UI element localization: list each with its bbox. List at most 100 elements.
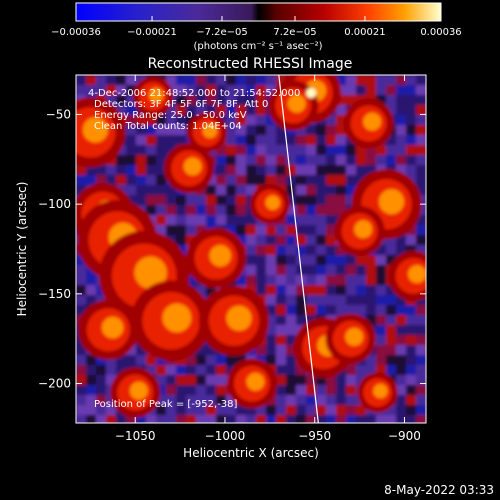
image-area [76, 75, 426, 423]
map-cell [296, 305, 307, 316]
map-cell [266, 245, 277, 256]
y-tick-label: −150 [38, 287, 71, 301]
map-cell [306, 255, 317, 266]
map-cell [346, 415, 357, 423]
map-cell [276, 385, 287, 396]
map-cell [236, 405, 247, 416]
map-cell [416, 165, 426, 176]
solar-limb-line [278, 75, 319, 423]
map-cell [176, 365, 187, 376]
map-cell [386, 355, 397, 366]
map-cell [386, 325, 397, 336]
map-cell [96, 365, 107, 376]
map-cell [96, 175, 107, 186]
map-cell [346, 175, 357, 186]
colorbar-tick-label: 7.2e−05 [273, 27, 316, 38]
map-cell [206, 405, 217, 416]
hot-region-core [363, 112, 382, 131]
map-cell [316, 215, 327, 226]
map-cell [216, 155, 227, 166]
map-cell [96, 395, 107, 406]
map-cell [76, 255, 87, 266]
map-cell [166, 205, 177, 216]
y-tick-label: −200 [38, 377, 71, 391]
map-cell [156, 115, 167, 126]
map-cell [326, 135, 337, 146]
map-cell [156, 135, 167, 146]
map-cell [256, 225, 267, 236]
map-cell [176, 105, 187, 116]
map-cell [206, 75, 217, 86]
hot-region-core [345, 327, 364, 346]
map-cell [346, 305, 357, 316]
map-cell [416, 135, 426, 146]
map-cell [126, 415, 137, 423]
map-cell [226, 215, 237, 226]
map-cell [206, 105, 217, 116]
map-cell [346, 185, 357, 196]
map-cell [156, 385, 167, 396]
map-cell [186, 205, 197, 216]
map-cell [226, 165, 237, 176]
map-cell [106, 95, 117, 106]
map-cell [256, 145, 267, 156]
map-cell [286, 195, 297, 206]
map-cell [236, 195, 247, 206]
map-cell [326, 395, 337, 406]
map-cell [276, 225, 287, 236]
map-cell [376, 265, 387, 276]
map-cell [286, 255, 297, 266]
map-cell [86, 165, 97, 176]
map-cell [366, 315, 377, 326]
map-cell [86, 275, 97, 286]
map-cell [406, 105, 417, 116]
map-cell [306, 135, 317, 146]
map-cell [396, 295, 407, 306]
map-cell [206, 285, 217, 296]
map-cell [256, 285, 267, 296]
map-cell [326, 405, 337, 416]
map-cell [286, 385, 297, 396]
map-cell [246, 115, 257, 126]
map-cell [326, 115, 337, 126]
map-cell [166, 135, 177, 146]
map-cell [196, 355, 207, 366]
map-cell [266, 125, 277, 136]
map-cell [346, 165, 357, 176]
map-cell [136, 185, 147, 196]
map-cell [376, 255, 387, 266]
map-cell [276, 275, 287, 286]
hot-region-core [148, 87, 164, 103]
map-cell [376, 145, 387, 156]
map-cell [336, 125, 347, 136]
map-cell [136, 145, 147, 156]
map-cell [316, 295, 327, 306]
map-cell [286, 355, 297, 366]
map-cell [246, 85, 257, 96]
map-cell [146, 175, 157, 186]
map-cell [276, 145, 287, 156]
map-cell [236, 115, 247, 126]
map-cell [216, 105, 227, 116]
map-cell [226, 405, 237, 416]
map-cell [386, 245, 397, 256]
map-cell [236, 85, 247, 96]
map-cell [276, 75, 287, 86]
map-cell [116, 175, 127, 186]
map-cell [406, 225, 417, 236]
map-cell [186, 415, 197, 423]
map-cell [306, 235, 317, 246]
map-cell [216, 195, 227, 206]
map-cell [366, 285, 377, 296]
map-cell [356, 165, 367, 176]
map-cell [246, 165, 257, 176]
map-cell [216, 405, 227, 416]
map-cell [96, 75, 107, 86]
map-cell [186, 275, 197, 286]
map-cell [206, 395, 217, 406]
map-cell [316, 205, 327, 216]
map-cell [226, 95, 237, 106]
map-cell [366, 365, 377, 376]
map-cell [326, 385, 337, 396]
